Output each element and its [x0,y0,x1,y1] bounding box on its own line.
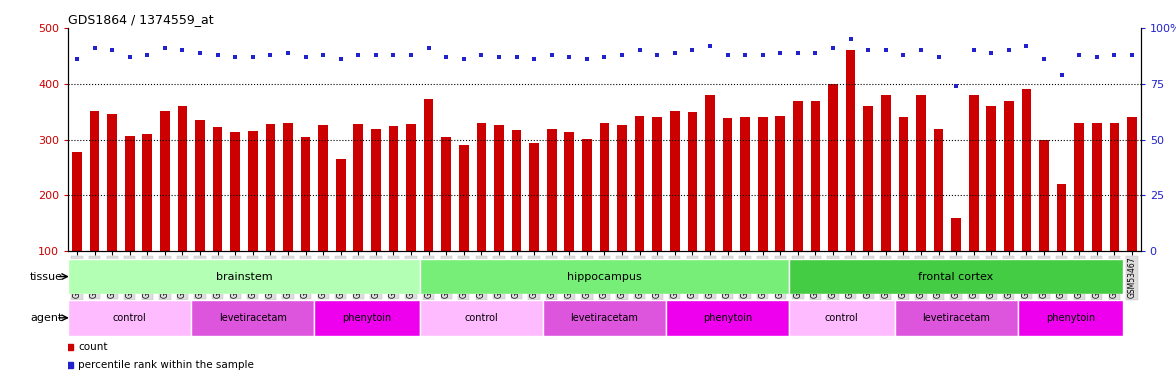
Bar [72,152,82,251]
Bar [336,159,346,251]
Bar [1093,123,1102,251]
Bar [564,132,574,251]
Text: levetiracetam: levetiracetam [219,313,287,323]
Bar [898,117,908,251]
Bar [68,259,420,294]
Bar [740,117,750,251]
Bar [881,95,890,251]
Bar [1127,117,1137,251]
Bar [283,123,293,251]
Bar [670,111,680,251]
Bar [372,129,381,251]
Bar [916,95,926,251]
Bar [1022,90,1031,251]
Bar [600,123,609,251]
Bar [192,300,314,336]
Bar [248,131,258,251]
Text: phenytoin: phenytoin [1045,313,1095,323]
Bar [529,143,539,251]
Bar [319,125,328,251]
Text: hippocampus: hippocampus [567,272,642,282]
Bar [547,129,556,251]
Bar [301,138,310,251]
Bar [459,145,469,251]
Bar [934,129,943,251]
Bar [775,116,786,251]
Bar [789,300,895,336]
Bar [951,218,961,251]
Bar [266,124,275,251]
Bar [543,300,666,336]
Text: percentile rank within the sample: percentile rank within the sample [79,360,254,370]
Bar [406,124,416,251]
Bar [789,259,1123,294]
Bar [828,84,837,251]
Bar [1004,100,1014,251]
Bar [125,136,134,251]
Text: phenytoin: phenytoin [342,313,392,323]
Bar [969,95,978,251]
Bar [160,111,169,251]
Bar [863,106,873,251]
Bar [706,95,715,251]
Bar [178,106,187,251]
Bar [1075,123,1084,251]
Bar [1057,184,1067,251]
Text: GDS1864 / 1374559_at: GDS1864 / 1374559_at [68,13,214,26]
Bar [213,128,222,251]
Bar [666,300,789,336]
Text: control: control [465,313,499,323]
Text: control: control [824,313,858,323]
Bar [1040,140,1049,251]
Bar [617,125,627,251]
Bar [230,132,240,251]
Text: levetiracetam: levetiracetam [570,313,639,323]
Bar [1109,123,1120,251]
Text: agent: agent [29,313,62,323]
Bar [810,100,821,251]
Bar [895,300,1017,336]
Bar [1017,300,1123,336]
Text: count: count [79,342,108,352]
Bar [512,130,521,251]
Text: phenytoin: phenytoin [703,313,753,323]
Bar [723,118,733,251]
Text: brainstem: brainstem [215,272,273,282]
Text: control: control [113,313,147,323]
Bar [688,112,697,251]
Bar [476,123,486,251]
Bar [420,300,543,336]
Bar [441,138,452,251]
Bar [195,120,205,251]
Text: tissue: tissue [29,272,62,282]
Bar [68,300,192,336]
Bar [582,139,592,251]
Bar [388,126,399,251]
Bar [89,111,100,251]
Bar [420,259,789,294]
Text: levetiracetam: levetiracetam [922,313,990,323]
Bar [653,117,662,251]
Bar [846,51,855,251]
Bar [423,99,434,251]
Bar [142,134,152,251]
Bar [987,106,996,251]
Bar [757,117,768,251]
Bar [793,100,803,251]
Bar [354,124,363,251]
Bar [107,114,116,251]
Bar [314,300,420,336]
Bar [635,116,644,251]
Bar [494,125,503,251]
Text: frontal cortex: frontal cortex [918,272,994,282]
